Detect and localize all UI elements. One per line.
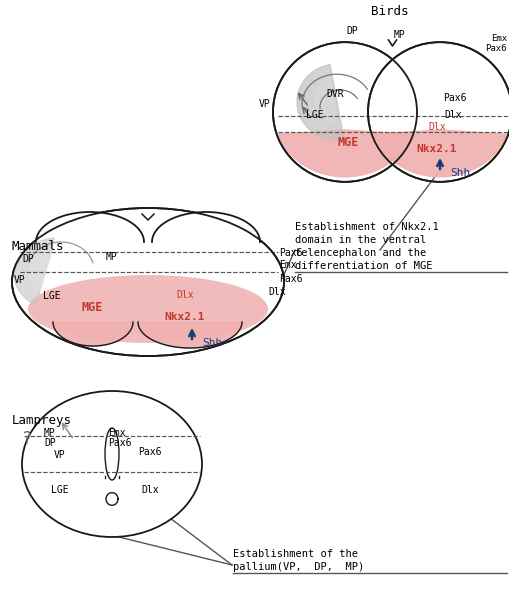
Text: Dlx: Dlx	[267, 287, 285, 297]
Text: Dlx: Dlx	[428, 122, 445, 132]
Polygon shape	[315, 78, 335, 124]
Text: pallium(VP,  DP,  MP): pallium(VP, DP, MP)	[233, 562, 363, 572]
Text: Pax6: Pax6	[485, 44, 506, 53]
Text: Shh: Shh	[449, 168, 469, 178]
Text: DVR: DVR	[326, 89, 343, 99]
Text: MP: MP	[106, 252, 118, 262]
Text: Pax6: Pax6	[108, 438, 131, 448]
Text: Establishment of the: Establishment of the	[233, 549, 357, 559]
Text: domain in the ventral: domain in the ventral	[294, 235, 426, 245]
Text: MGE: MGE	[81, 300, 102, 313]
Text: Establishment of Nkx2.1: Establishment of Nkx2.1	[294, 222, 438, 232]
Polygon shape	[296, 65, 343, 140]
Polygon shape	[138, 322, 242, 348]
Text: VP: VP	[54, 450, 66, 460]
Text: LGE: LGE	[43, 291, 61, 301]
Text: Shh: Shh	[202, 338, 222, 348]
Text: Dlx: Dlx	[176, 290, 193, 300]
Text: Emx: Emx	[278, 260, 296, 270]
Polygon shape	[372, 130, 506, 177]
Polygon shape	[14, 238, 54, 305]
Ellipse shape	[25, 272, 270, 346]
Polygon shape	[30, 248, 53, 290]
Text: Nkx2.1: Nkx2.1	[164, 312, 205, 322]
Text: Birds: Birds	[371, 5, 408, 18]
Text: VP: VP	[258, 99, 269, 109]
Text: Pax6: Pax6	[442, 93, 466, 103]
Text: Lampreys: Lampreys	[12, 414, 72, 427]
Text: Nkx2.1: Nkx2.1	[416, 144, 457, 154]
Text: VP: VP	[14, 275, 25, 285]
Text: Dlx: Dlx	[141, 485, 158, 495]
Polygon shape	[277, 130, 412, 177]
Ellipse shape	[105, 428, 119, 480]
Polygon shape	[53, 322, 133, 346]
Ellipse shape	[367, 42, 509, 182]
Text: ?: ?	[22, 430, 32, 448]
Text: DP: DP	[44, 438, 55, 448]
Text: differentiation of MGE: differentiation of MGE	[294, 261, 432, 271]
Text: MGE: MGE	[336, 135, 358, 149]
Text: Pax6: Pax6	[278, 248, 302, 258]
Ellipse shape	[272, 42, 416, 182]
Ellipse shape	[12, 208, 284, 356]
Text: MP: MP	[393, 30, 405, 40]
Text: LGE: LGE	[305, 110, 323, 120]
Text: Pax6: Pax6	[278, 274, 302, 284]
Polygon shape	[372, 130, 506, 177]
Text: DP: DP	[22, 254, 34, 264]
Text: Dlx: Dlx	[443, 110, 461, 120]
Text: Emx: Emx	[108, 428, 125, 438]
Ellipse shape	[28, 275, 267, 343]
Ellipse shape	[22, 391, 202, 537]
Text: LGE: LGE	[51, 485, 69, 495]
Polygon shape	[277, 130, 412, 177]
Text: Pax6: Pax6	[138, 447, 161, 457]
Text: MP: MP	[44, 428, 55, 438]
Polygon shape	[138, 322, 242, 348]
Polygon shape	[53, 322, 133, 346]
Text: DP: DP	[346, 26, 357, 36]
Text: Emx: Emx	[490, 34, 506, 43]
Text: telencephalon and the: telencephalon and the	[294, 248, 426, 258]
Polygon shape	[152, 212, 260, 242]
Text: Mammals: Mammals	[12, 240, 64, 253]
Polygon shape	[36, 212, 144, 242]
